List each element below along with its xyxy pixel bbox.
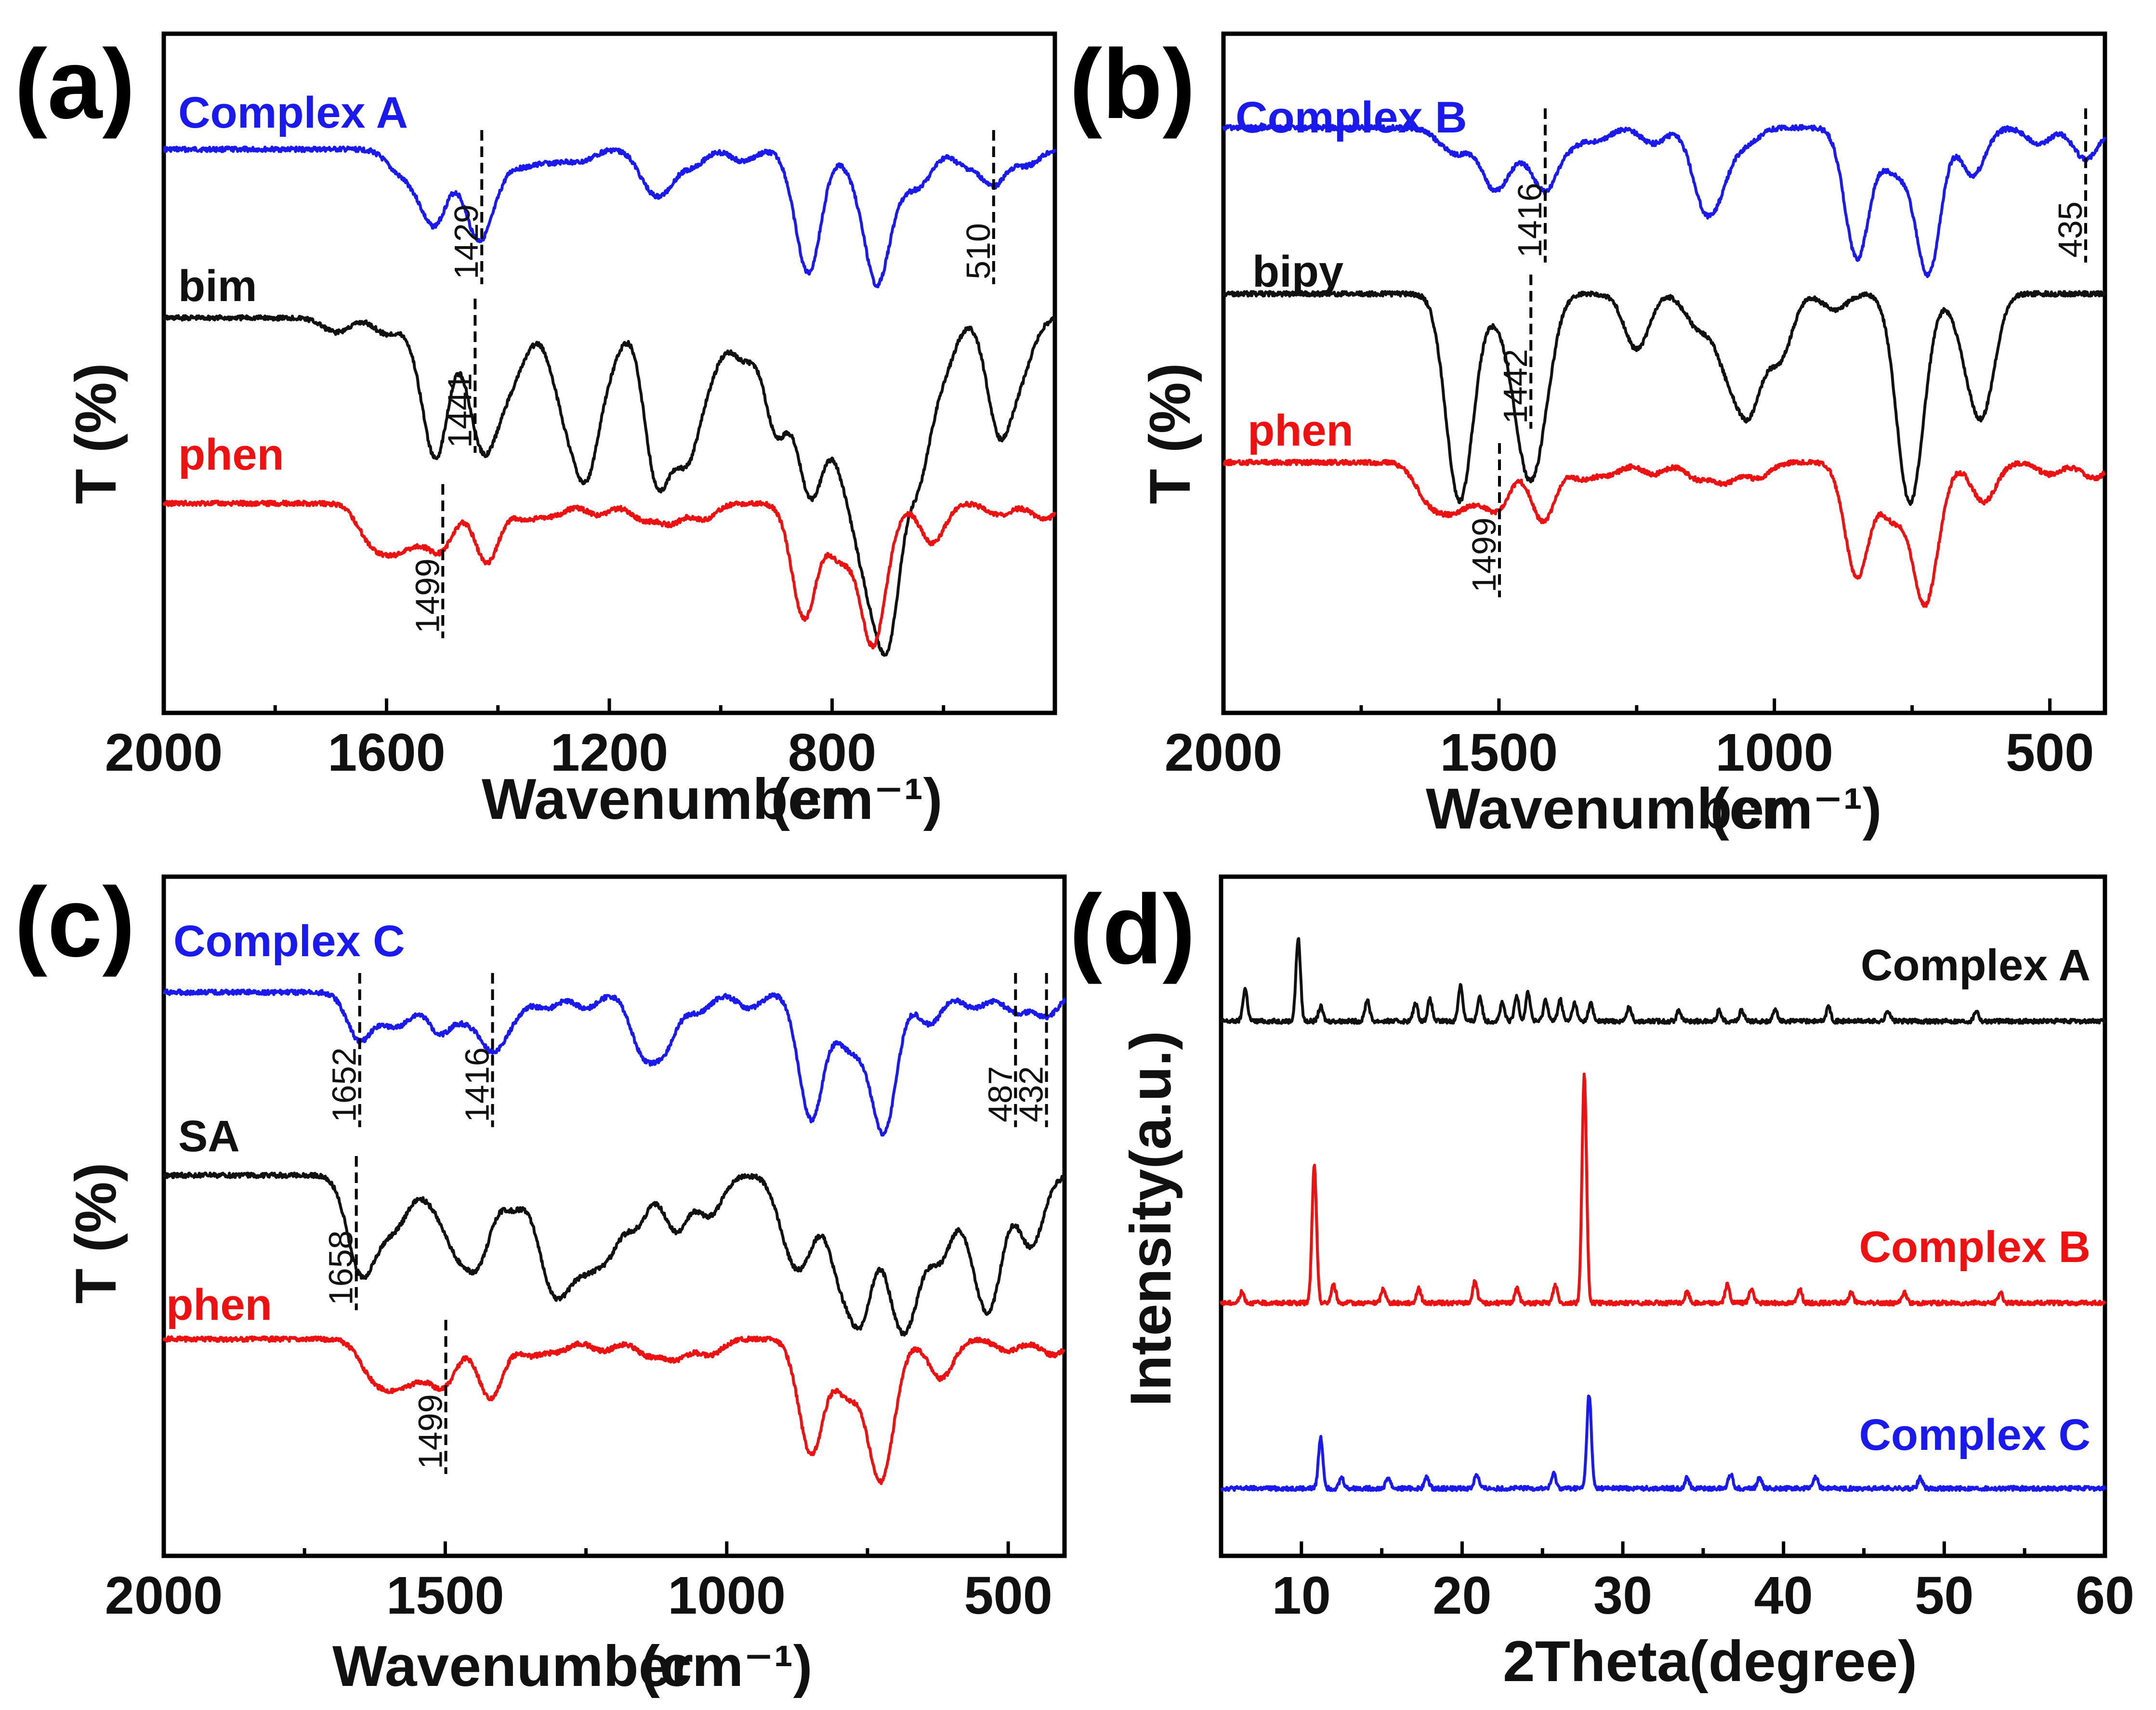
annotation-label: 1429 — [447, 204, 485, 279]
series-label-complex-c-xrd: Complex C — [1859, 1410, 2090, 1460]
x-tick-label: 1000 — [1715, 723, 1833, 782]
plot-frame-d — [1219, 874, 2107, 1558]
panel-b: (b) Wavenumber (cm⁻¹) T (%) 2000 1500 1000… — [1069, 29, 2107, 841]
panel-a: (a) Wavenumber (cm⁻¹) T (%) 2000 1600 1200… — [14, 29, 1057, 831]
x-tick-label: 800 — [788, 723, 877, 782]
series-label-complex-b: Complex B — [1236, 93, 1467, 142]
series-label-complex-b-xrd: Complex B — [1859, 1223, 2090, 1272]
annotation-label: 1652 — [326, 1047, 363, 1122]
x-tick-label: 40 — [1754, 1566, 1813, 1625]
x-tick-label: 1200 — [551, 723, 669, 782]
x-tick-label: 2000 — [1165, 723, 1283, 782]
x-axis-unit-b: (cm⁻¹) — [1710, 776, 1882, 841]
series-line-b-0 — [1222, 124, 2106, 278]
traces-b — [1222, 124, 2106, 608]
traces-a — [162, 145, 1056, 657]
annotation-label: 510 — [960, 223, 997, 279]
y-axis-label-d: Intensity(a.u.) — [1118, 1031, 1183, 1407]
y-axis-label-a: T (%) — [64, 363, 128, 504]
annotation-label: 1499 — [408, 558, 446, 633]
x-tick-label: 500 — [964, 1566, 1052, 1625]
plot-frame-b — [1221, 31, 2107, 715]
x-axis-label-a: Wavenumber — [482, 767, 842, 831]
x-tick-label: 30 — [1593, 1566, 1652, 1625]
series-line-c-0 — [162, 988, 1066, 1137]
panel-label-d: (d) — [1069, 874, 1196, 985]
x-axis-label-b: Wavenumber — [1426, 776, 1787, 841]
traces-d — [1220, 937, 2106, 1492]
traces-c — [162, 988, 1066, 1486]
x-tick-label: 1000 — [668, 1566, 786, 1625]
series-line-b-1 — [1222, 290, 2106, 506]
x-axis-unit-a: (cm⁻¹) — [771, 767, 943, 831]
x-ticks-d: 10 20 30 40 50 60 — [1272, 1541, 2134, 1625]
series-label-sa: SA — [178, 1112, 240, 1161]
x-tick-label: 20 — [1433, 1566, 1491, 1625]
series-line-a-0 — [163, 145, 1056, 289]
annotation-label: 487 — [981, 1066, 1019, 1122]
series-line-d-0 — [1220, 937, 2106, 1025]
series-label-complex-a: Complex A — [178, 88, 408, 137]
x-tick-label: 2000 — [105, 1566, 223, 1625]
x-axis-unit-c: (cm⁻¹) — [641, 1634, 813, 1698]
panel-label-c: (c) — [14, 867, 135, 977]
annotation-label: 1416 — [459, 1047, 496, 1122]
series-line-c-1 — [162, 1171, 1066, 1337]
x-tick-label: 50 — [1915, 1566, 1973, 1625]
series-line-b-2 — [1223, 459, 2106, 608]
series-label-bim: bim — [178, 262, 257, 311]
panel-d: (d) 2Theta(degree) Intensity(a.u.) 10 20 3… — [1069, 874, 2134, 1694]
series-line-d-2 — [1220, 1394, 2106, 1492]
x-tick-label: 1600 — [328, 723, 446, 782]
annotation-label: 1499 — [412, 1394, 449, 1469]
x-ticks-c: 2000 1500 1000 500 — [105, 1541, 1052, 1625]
series-line-a-2 — [162, 500, 1056, 650]
x-tick-label: 500 — [2006, 723, 2094, 782]
annotation-label: 1442 — [1497, 349, 1534, 424]
x-tick-label: 1500 — [386, 1566, 504, 1625]
series-label-phen-c: phen — [166, 1280, 272, 1329]
x-tick-label: 60 — [2076, 1566, 2134, 1625]
series-label-phen-a: phen — [178, 430, 284, 479]
series-label-complex-c: Complex C — [173, 917, 405, 966]
annotation-label: 435 — [2051, 201, 2089, 258]
x-axis-label-c: Wavenumber — [332, 1634, 693, 1698]
panel-c: (c) Wavenumber (cm⁻¹) T (%) 2000 1500 1000… — [14, 867, 1067, 1698]
x-tick-label: 1500 — [1440, 723, 1558, 782]
annotation-label: 432 — [1012, 1066, 1050, 1122]
panel-label-a: (a) — [14, 29, 135, 139]
annotation-label: 1499 — [1465, 517, 1503, 592]
series-line-d-1 — [1220, 1072, 2106, 1307]
annotation-label: 1441 — [441, 373, 478, 448]
x-ticks-b: 2000 1500 1000 500 — [1165, 698, 2094, 782]
series-label-complex-a-xrd: Complex A — [1861, 941, 2090, 990]
annotations-b: 1416 435 1442 1499 — [1465, 108, 2089, 597]
annotation-label: 1416 — [1511, 183, 1549, 258]
panel-label-b: (b) — [1069, 29, 1196, 139]
series-label-phen-b: phen — [1248, 406, 1354, 455]
x-tick-label: 2000 — [105, 723, 223, 782]
x-ticks-a: 2000 1600 1200 800 — [105, 698, 946, 782]
x-tick-label: 10 — [1272, 1566, 1331, 1625]
y-axis-label-c: T (%) — [64, 1162, 128, 1303]
series-line-c-2 — [162, 1335, 1065, 1486]
series-label-bipy: bipy — [1252, 247, 1343, 296]
plot-frame-c — [161, 874, 1067, 1558]
annotation-label: 1658 — [322, 1230, 360, 1305]
annotations-a: 1429 510 1441 1499 — [408, 130, 997, 638]
x-axis-label-d: 2Theta(degree) — [1503, 1629, 1917, 1694]
series-line-a-1 — [162, 314, 1056, 657]
y-axis-label-b: T (%) — [1138, 363, 1202, 504]
